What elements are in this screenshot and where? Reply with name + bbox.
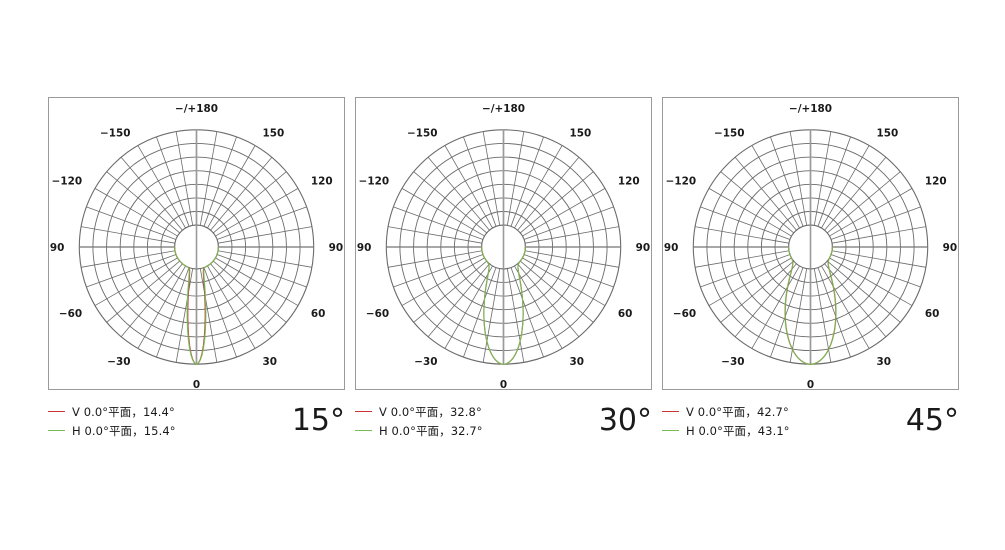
angle-tick-label: 0	[500, 379, 507, 389]
angle-tick-label: 120	[618, 176, 640, 188]
angle-tick-label: 30	[877, 356, 891, 368]
angle-tick-label: 30	[263, 356, 277, 368]
legend-swatch-h-icon	[662, 430, 679, 431]
angle-tick-label: −120	[666, 176, 696, 188]
polar-plot-svg-45: 0 30 60 90 120 150 −/+180 −150 −120 −90 −60 −30	[663, 103, 957, 389]
angle-tick-label: −120	[52, 176, 82, 188]
beam-caption-30: 30°	[598, 403, 652, 438]
legend-row-v: V 0.0°平面，14.4°	[48, 402, 298, 421]
angle-tick-label: 90	[636, 242, 650, 254]
angle-tick-label: −60	[673, 308, 696, 320]
angle-tick-label: 90	[943, 242, 957, 254]
angle-tick-label: 60	[925, 308, 939, 320]
angle-tick-label: −60	[366, 308, 389, 320]
angle-tick-label: −30	[107, 356, 130, 368]
angle-tick-label: −30	[414, 356, 437, 368]
intensity-curve-h	[481, 246, 526, 365]
angle-tick-label: 120	[925, 176, 947, 188]
angle-tick-label: −90	[49, 242, 64, 254]
angle-tick-label: 120	[311, 176, 333, 188]
beam-caption-15: 15°	[291, 403, 345, 438]
angle-tick-label: −90	[663, 242, 678, 254]
legend-label-v: V 0.0°平面，42.7°	[686, 404, 789, 419]
polar-chart-panel-15: 0 30 60 90 120 150 −/+180 −150 −120 −90 −60 −30	[48, 97, 345, 390]
angle-tick-label: 30	[570, 356, 584, 368]
intensity-curve-h	[784, 246, 837, 365]
angle-tick-label: 90	[329, 242, 343, 254]
angle-tick-label: 150	[263, 127, 285, 139]
legend-30: V 0.0°平面，32.8° H 0.0°平面，32.7°	[355, 402, 605, 442]
legend-label-v: V 0.0°平面，14.4°	[72, 404, 175, 419]
angle-tick-label: 0	[193, 379, 200, 389]
legend-swatch-v-icon	[355, 411, 372, 412]
angle-tick-label: 150	[877, 127, 899, 139]
legend-15: V 0.0°平面，14.4° H 0.0°平面，15.4°	[48, 402, 298, 442]
angle-tick-label: 60	[618, 308, 632, 320]
angle-tick-label: −90	[356, 242, 371, 254]
polar-chart-panel-45: 0 30 60 90 120 150 −/+180 −150 −120 −90 −60 −30	[662, 97, 959, 390]
legend-label-h: H 0.0°平面，43.1°	[686, 423, 790, 438]
angle-tick-label: −/+180	[175, 103, 218, 115]
angle-tick-label: −150	[100, 127, 130, 139]
angle-tick-label: −120	[359, 176, 389, 188]
legend-row-h: H 0.0°平面，32.7°	[355, 421, 605, 440]
beam-caption-45: 45°	[905, 403, 959, 438]
legend-row-h: H 0.0°平面，43.1°	[662, 421, 912, 440]
angle-tick-label: 0	[807, 379, 814, 389]
intensity-curve-h	[174, 246, 219, 365]
angle-tick-label: −150	[714, 127, 744, 139]
polar-chart-panel-30: 0 30 60 90 120 150 −/+180 −150 −120 −90 −60 −30	[355, 97, 652, 390]
angle-tick-label: 150	[570, 127, 592, 139]
angle-tick-label: −150	[407, 127, 437, 139]
legend-swatch-h-icon	[48, 430, 65, 431]
legend-swatch-v-icon	[662, 411, 679, 412]
angle-tick-label: −60	[59, 308, 82, 320]
legend-row-v: V 0.0°平面，32.8°	[355, 402, 605, 421]
polar-plot-svg-15: 0 30 60 90 120 150 −/+180 −150 −120 −90 −60 −30	[49, 103, 343, 389]
angle-tick-label: −/+180	[789, 103, 832, 115]
polar-plot-svg-30: 0 30 60 90 120 150 −/+180 −150 −120 −90 −60 −30	[356, 103, 650, 389]
legend-label-h: H 0.0°平面，32.7°	[379, 423, 483, 438]
legend-swatch-h-icon	[355, 430, 372, 431]
legend-45: V 0.0°平面，42.7° H 0.0°平面，43.1°	[662, 402, 912, 442]
angle-tick-label: −30	[721, 356, 744, 368]
angle-tick-label: −/+180	[482, 103, 525, 115]
angle-tick-label: 60	[311, 308, 325, 320]
legend-label-v: V 0.0°平面，32.8°	[379, 404, 482, 419]
legend-row-v: V 0.0°平面，42.7°	[662, 402, 912, 421]
legend-row-h: H 0.0°平面，15.4°	[48, 421, 298, 440]
legend-label-h: H 0.0°平面，15.4°	[72, 423, 176, 438]
legend-swatch-v-icon	[48, 411, 65, 412]
